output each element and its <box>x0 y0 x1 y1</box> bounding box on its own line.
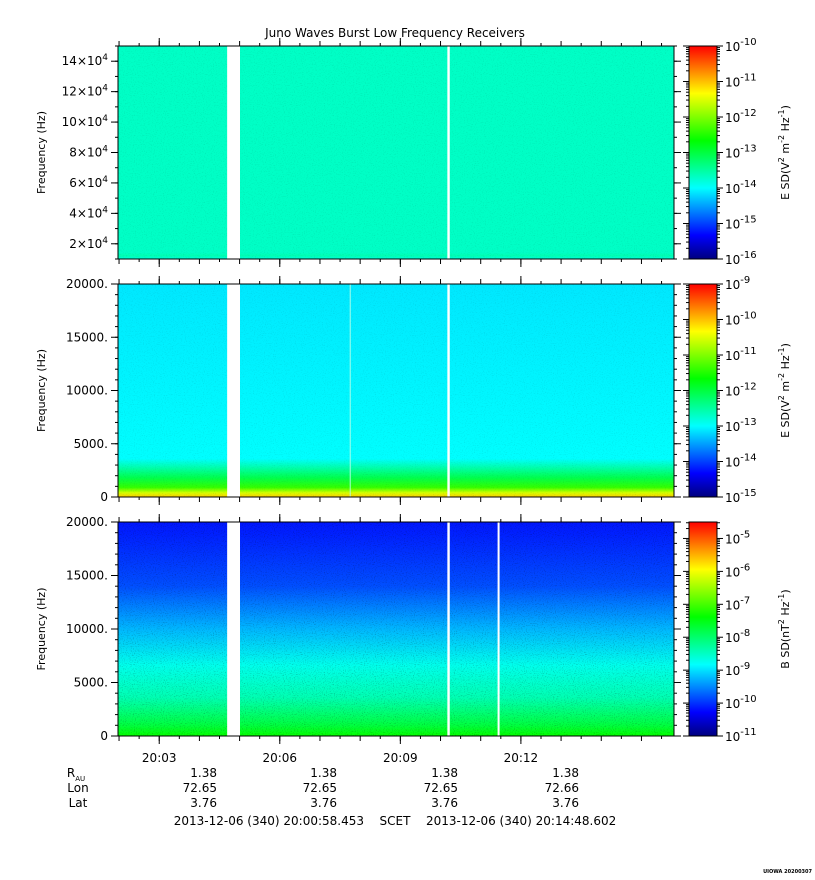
colorbar <box>688 45 718 260</box>
y-tick-label: 5000. <box>74 437 108 451</box>
y-tick-label: 5000. <box>74 676 108 690</box>
ephemeris-lat-value: 3.76 <box>310 796 337 810</box>
colorbar-tick-label: 10-14 <box>725 453 757 470</box>
x-tick-label: 20:03 <box>142 751 177 765</box>
time-range-start: 2013-12-06 (340) 20:00:58.453 <box>174 814 364 828</box>
colorbar-tick-label: 10-6 <box>725 562 750 579</box>
y-tick-label: 0 <box>100 490 108 504</box>
ephemeris-lat-value: 3.76 <box>190 796 217 810</box>
colorbar-tick-label: 10-11 <box>725 73 757 90</box>
y-tick-label: 10×104 <box>62 114 109 129</box>
colorbar-label: E SD(V2 m-2 Hz-1) <box>777 343 792 438</box>
y-tick-label: 15000. <box>66 330 108 344</box>
data-gap <box>497 521 500 737</box>
y-tick-label: 0 <box>100 729 108 743</box>
ephemeris-lon-value: 72.65 <box>303 781 337 795</box>
plot-stamp: UIOWA 20200307 <box>763 869 812 875</box>
figure-title: Juno Waves Burst Low Frequency Receivers <box>264 26 525 40</box>
data-gap <box>227 283 241 498</box>
colorbar-tick-label: 10-8 <box>725 628 750 645</box>
x-tick-label: 20:09 <box>383 751 418 765</box>
colorbar-tick-label: 10-12 <box>725 382 757 399</box>
data-gap-thin <box>349 284 351 497</box>
colorbar-tick-label: 10-9 <box>725 275 750 292</box>
colorbar-tick-label: 10-5 <box>725 529 750 546</box>
ephemeris-r-subscript: AU <box>75 775 85 783</box>
y-axis-label: Frequency (Hz) <box>35 349 48 432</box>
ephemeris-r-value: 1.38 <box>552 766 579 780</box>
y-tick-label: 20000. <box>66 277 108 291</box>
data-gap <box>227 45 241 260</box>
colorbar-label: B SD(nT2 Hz-1) <box>777 589 792 668</box>
y-tick-label: 15000. <box>66 569 108 583</box>
colorbar <box>688 521 718 737</box>
ephemeris-label-lat: Lat <box>69 796 88 810</box>
time-range-scet: SCET <box>380 814 412 828</box>
ephemeris-lon-value: 72.66 <box>545 781 579 795</box>
colorbar <box>688 283 718 498</box>
colorbar-label: E SD(V2 m-2 Hz-1) <box>777 105 792 200</box>
ephemeris-lon-value: 72.65 <box>424 781 458 795</box>
ephemeris-r-value: 1.38 <box>190 766 217 780</box>
colorbar-tick-label: 10-15 <box>725 488 757 505</box>
colorbar-tick-label: 10-13 <box>725 144 757 161</box>
x-tick-label: 20:12 <box>504 751 539 765</box>
colorbar-tick-label: 10-11 <box>725 346 757 363</box>
y-axis-label: Frequency (Hz) <box>35 111 48 194</box>
ephemeris-r-value: 1.38 <box>310 766 337 780</box>
spectrogram-panel-1: 2×104 4×104 6×104 8×104 10×104 12×104 14×104 Fr… <box>35 37 792 267</box>
time-range-end: 2013-12-06 (340) 20:14:48.602 <box>426 814 616 828</box>
colorbar-tick-label: 10-14 <box>725 179 757 196</box>
ephemeris-lat-value: 3.76 <box>431 796 458 810</box>
y-tick-label: 12×104 <box>62 84 109 99</box>
y-axis-label: Frequency (Hz) <box>35 588 48 671</box>
colorbar-tick-label: 10-16 <box>725 250 757 267</box>
spectrogram-speckle <box>118 46 674 259</box>
data-gap <box>227 521 241 737</box>
colorbar-tick-label: 10-10 <box>725 311 757 328</box>
y-tick-label: 8×104 <box>69 145 108 160</box>
y-tick-label: 10000. <box>66 622 108 636</box>
ephemeris-lon-value: 72.65 <box>183 781 217 795</box>
y-tick-label: 10000. <box>66 384 108 398</box>
data-gap <box>447 283 450 498</box>
data-gap <box>447 521 450 737</box>
y-tick-label: 2×104 <box>69 236 108 251</box>
y-tick-label: 4×104 <box>69 205 108 220</box>
ephemeris-r-value: 1.38 <box>431 766 458 780</box>
colorbar-tick-label: 10-12 <box>725 108 757 125</box>
spectrogram-panel-3: 0 5000. 10000. 15000. 20000. 20:03 20:06 20:09 2… <box>35 514 792 765</box>
ephemeris-label-lon: Lon <box>67 781 88 795</box>
colorbar-tick-label: 10-15 <box>725 215 757 232</box>
colorbar-tick-label: 10-11 <box>725 727 757 744</box>
spectrogram-speckle-dark <box>118 522 674 736</box>
spectrogram-speckle <box>118 284 674 497</box>
colorbar-tick-label: 10-7 <box>725 595 750 612</box>
colorbar-tick-label: 10-10 <box>725 37 757 54</box>
data-gap <box>447 45 450 260</box>
ephemeris-lat-value: 3.76 <box>552 796 579 810</box>
y-tick-label: 6×104 <box>69 175 108 190</box>
colorbar-tick-label: 10-13 <box>725 417 757 434</box>
ephemeris-table: RAU Lon Lat 1.38 72.65 3.76 1.38 72.65 3… <box>67 766 579 810</box>
spectrogram-panel-2: 0 5000. 10000. 15000. 20000. Frequency (Hz) 10… <box>35 275 792 505</box>
colorbar-tick-label: 10-9 <box>725 661 750 678</box>
panels-group: 2×104 4×104 6×104 8×104 10×104 12×104 14×104 Fr… <box>35 37 792 765</box>
y-tick-label: 14×104 <box>62 53 109 68</box>
ephemeris-label-r: RAU <box>67 766 85 783</box>
colorbar-tick-label: 10-10 <box>725 694 757 711</box>
y-tick-label: 20000. <box>66 515 108 529</box>
x-tick-label: 20:06 <box>262 751 297 765</box>
